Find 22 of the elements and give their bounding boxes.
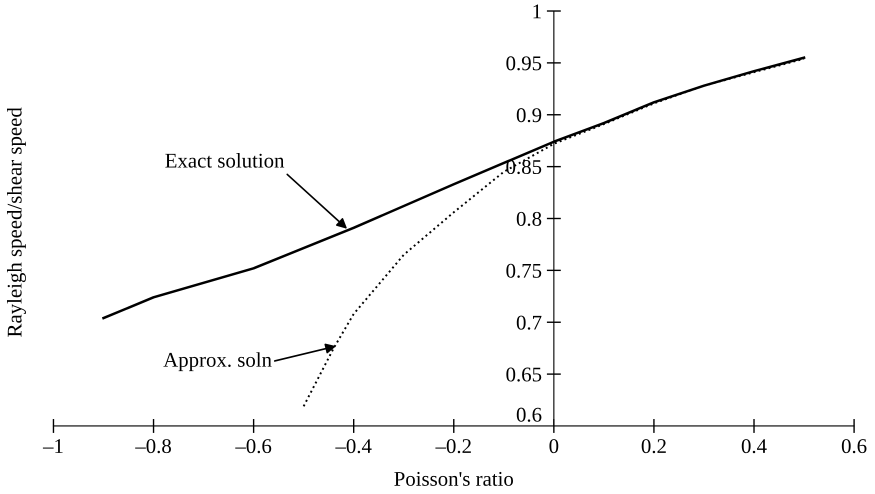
y-tick-label: 0.7 bbox=[516, 316, 542, 330]
y-tick-label: 0.95 bbox=[506, 56, 542, 70]
x-tick-label: 0.4 bbox=[742, 439, 767, 454]
x-tick-label: –1 bbox=[42, 439, 63, 453]
x-axis-title: Poisson's ratio bbox=[394, 472, 514, 486]
y-tick-label: 1 bbox=[533, 4, 541, 18]
annotation: Exact solution bbox=[165, 153, 284, 168]
x-tick-label: –0.8 bbox=[135, 439, 171, 454]
x-tick-label: –0.4 bbox=[335, 439, 372, 454]
x-tick-label: 0 bbox=[549, 439, 558, 454]
x-tick-label: 0.6 bbox=[842, 439, 866, 454]
x-tick-label: –0.2 bbox=[435, 439, 471, 454]
x-tick-label: –0.6 bbox=[235, 439, 272, 454]
y-tick-label: 0.65 bbox=[506, 367, 542, 382]
y-tick-label: 0.6 bbox=[516, 408, 542, 422]
x-tick-label: 0.2 bbox=[642, 439, 666, 454]
y-axis-title: Rayleigh speed/shear speed bbox=[7, 107, 26, 337]
y-tick-label: 0.75 bbox=[506, 264, 542, 278]
y-tick-label: 0.8 bbox=[516, 212, 542, 226]
y-tick-label: 0.9 bbox=[516, 108, 542, 122]
y-tick-label: 0.85 bbox=[506, 160, 542, 174]
annotation: Approx. soln bbox=[163, 352, 272, 372]
